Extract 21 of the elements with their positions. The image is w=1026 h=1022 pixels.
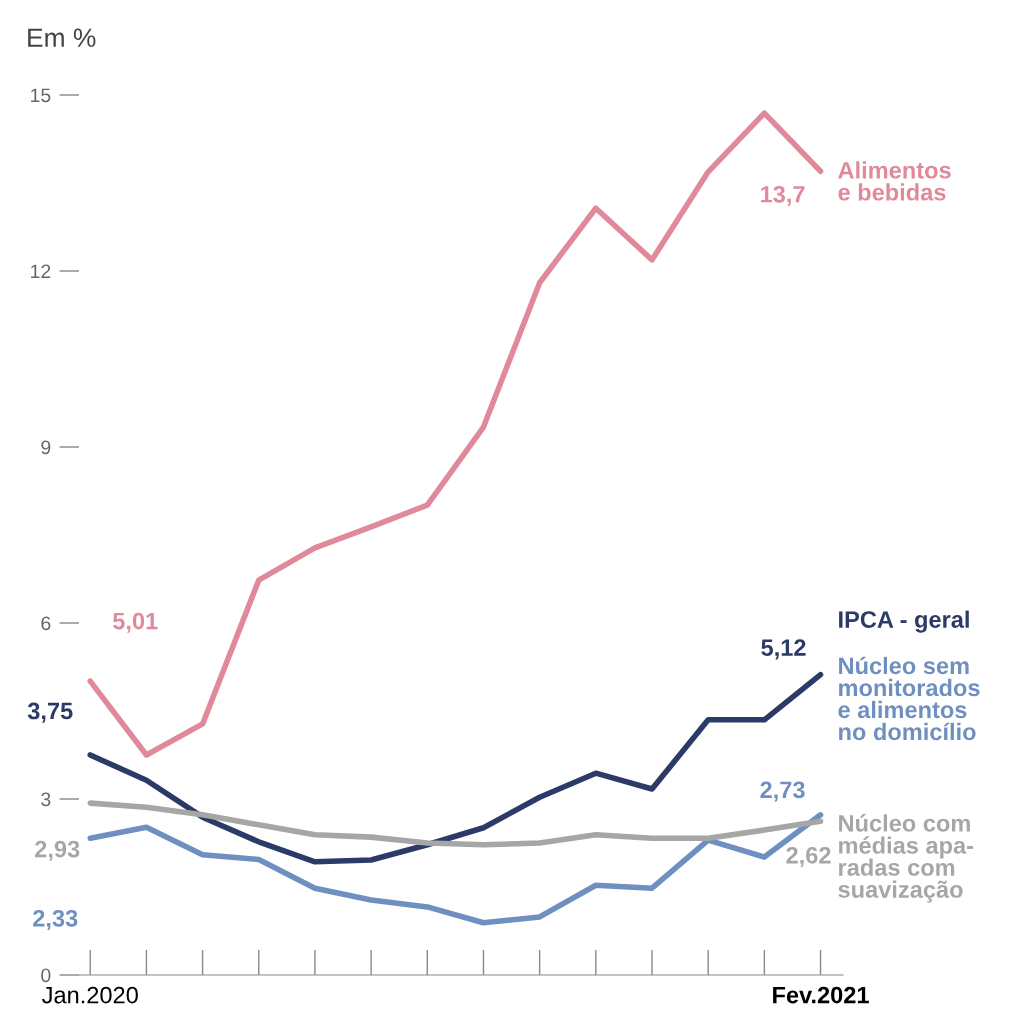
- y-tick-label: 12: [31, 264, 51, 279]
- series-label: Núcleo com médias apa- radas com suavização: [838, 814, 974, 903]
- series-label: Alimentos e bebidas: [838, 161, 951, 201]
- data-label: 5,01: [112, 612, 158, 633]
- y-tick-label: 6: [41, 616, 51, 631]
- data-label: 2,62: [786, 846, 831, 868]
- y-tick-label: 15: [31, 88, 51, 103]
- series-label: IPCA - geral: [839, 610, 969, 633]
- x-tick-label: Jan.2020: [42, 986, 138, 1004]
- y-tick-label: 3: [41, 792, 51, 807]
- chart-title: Em %: [28, 28, 96, 47]
- data-label: 13,7: [761, 185, 805, 207]
- data-label: 2,93: [35, 840, 80, 861]
- data-label: 2,33: [33, 909, 78, 931]
- data-label: 5,12: [761, 639, 806, 660]
- y-tick-label: 0: [41, 968, 51, 983]
- y-tick-label: 9: [41, 440, 51, 455]
- data-label: 3,75: [27, 702, 73, 723]
- text: Núcleo sem monitorados e alimentos no domicílio: [838, 656, 980, 741]
- x-tick-label: Fev.2021: [773, 986, 869, 1004]
- data-label: 2,73: [760, 781, 805, 802]
